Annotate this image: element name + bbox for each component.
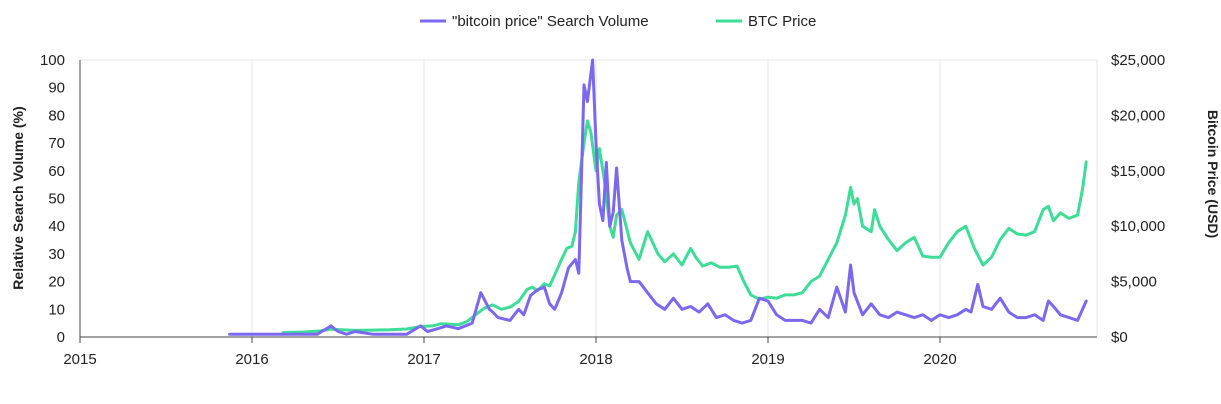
y-left-tick-label: 10: [48, 301, 65, 318]
gridlines: [80, 59, 1098, 337]
y-right-tick-label: $0: [1111, 329, 1128, 346]
search-volume-line: [228, 58, 1088, 336]
y-left-tick-label: 80: [48, 107, 65, 124]
x-tick-label: 2015: [63, 351, 96, 368]
y-left-tick-label: 70: [48, 135, 65, 152]
y-left-tick-label: 100: [40, 52, 65, 69]
axes: [79, 60, 1097, 343]
y-left-axis-title: Relative Search Volume (%): [10, 106, 26, 289]
y-left-tick-label: 20: [48, 274, 65, 291]
series-lines: [228, 58, 1088, 336]
x-tick-label: 2018: [579, 351, 612, 368]
tick-labels: 2015 2016 2017 2018 2019 2020 0 10 20 30 40 50 60 70 8…: [40, 52, 1165, 368]
y-right-tick-label: $25,000: [1111, 52, 1165, 69]
y-left-tick-label: 40: [48, 218, 65, 235]
legend-label-btc-price: BTC Price: [748, 13, 816, 30]
y-right-tick-label: $10,000: [1111, 218, 1165, 235]
y-right-tick-label: $20,000: [1111, 107, 1165, 124]
y-left-tick-label: 90: [48, 80, 65, 97]
y-right-tick-label: $5,000: [1111, 274, 1157, 291]
legend-label-search-volume: "bitcoin price" Search Volume: [452, 13, 649, 30]
y-left-tick-label: 0: [57, 329, 65, 346]
y-left-tick-label: 50: [48, 191, 65, 208]
x-tick-label: 2016: [235, 351, 268, 368]
y-right-axis-title: Bitcoin Price (USD): [1205, 110, 1221, 238]
x-tick-label: 2020: [923, 351, 956, 368]
y-left-tick-label: 30: [48, 246, 65, 263]
x-tick-label: 2017: [407, 351, 440, 368]
x-tick-label: 2019: [751, 351, 784, 368]
y-left-tick-label: 60: [48, 163, 65, 180]
legend: "bitcoin price" Search Volume BTC Price: [420, 13, 816, 30]
y-right-tick-label: $15,000: [1111, 163, 1165, 180]
btc-price-line: [281, 119, 1088, 335]
